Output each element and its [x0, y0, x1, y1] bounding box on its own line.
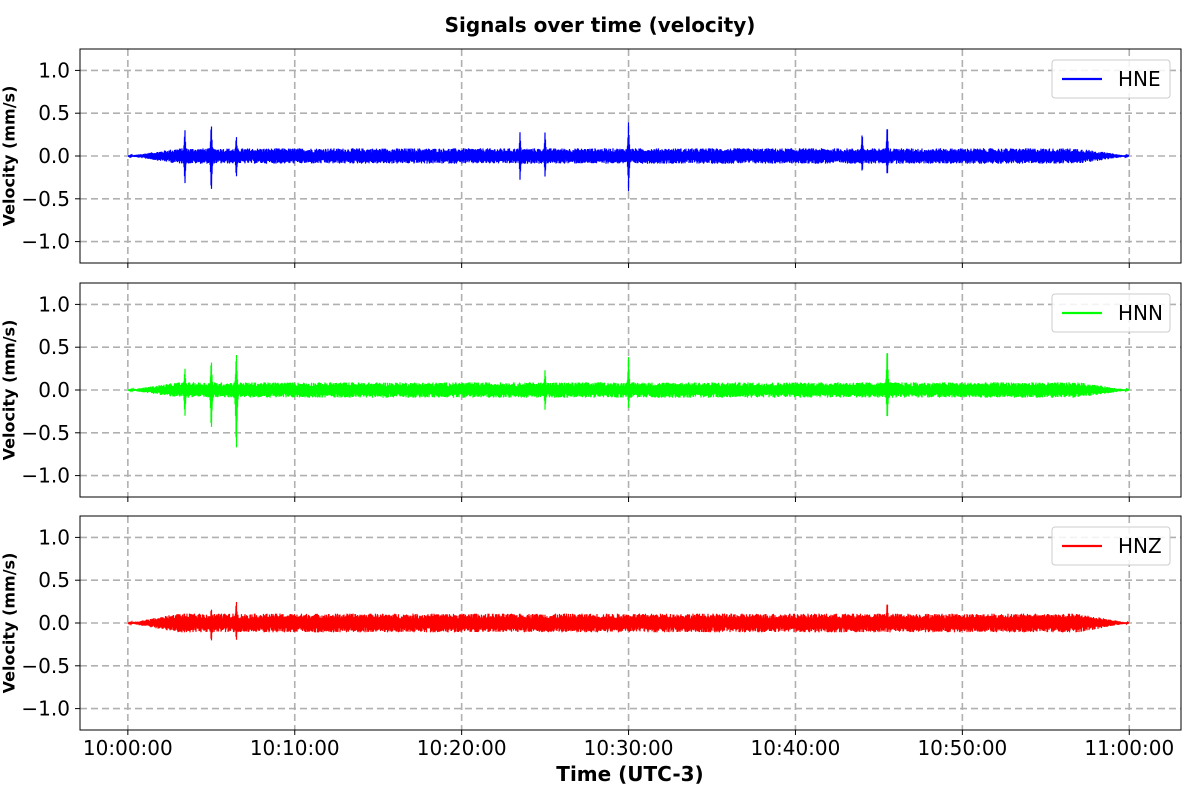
y-axis-label: Velocity (mm/s) [0, 553, 19, 694]
legend-box [1051, 526, 1171, 566]
x-tick-label: 10:50:00 [917, 736, 1007, 760]
y-tick-label: 0.0 [38, 378, 70, 402]
x-tick-label: 10:00:00 [83, 736, 173, 760]
panel-hnz: 1.0 0.5 0.0 −0.5 −1.0 10:00:00 10:10:00 10:20:0… [0, 515, 1182, 760]
series-line-hne [127, 122, 1130, 192]
x-tick-label: 10:20:00 [417, 736, 507, 760]
y-tick-label: −0.5 [21, 654, 70, 678]
x-tick-label: 11:00:00 [1084, 736, 1174, 760]
series-line-hnn [127, 353, 1130, 448]
y-tick-label: −0.5 [21, 187, 70, 211]
legend: HNN [1051, 293, 1171, 333]
y-tick-label: 0.5 [38, 568, 70, 592]
y-tick-label: 0.0 [38, 144, 70, 168]
y-tick-label: 0.5 [38, 335, 70, 359]
x-axis-label: Time (UTC-3) [556, 762, 703, 786]
x-tick-label: 10:10:00 [250, 736, 340, 760]
legend-label: HNE [1118, 67, 1161, 91]
legend: HNE [1051, 59, 1171, 99]
y-axis-label: Velocity (mm/s) [0, 320, 19, 461]
y-tick-label: 1.0 [38, 525, 70, 549]
legend-label: HNZ [1118, 534, 1162, 558]
y-tick-label: −1.0 [21, 230, 70, 254]
x-tick-label: 10:30:00 [584, 736, 674, 760]
y-tick-label: −1.0 [21, 697, 70, 721]
chart-title: Signals over time (velocity) [445, 13, 756, 37]
y-tick-label: 0.5 [38, 101, 70, 125]
y-tick-label: 0.0 [38, 611, 70, 635]
y-tick-label: 1.0 [38, 58, 70, 82]
legend: HNZ [1051, 526, 1171, 566]
y-tick-label: −0.5 [21, 421, 70, 445]
y-tick-label: −1.0 [21, 464, 70, 488]
y-axis-label: Velocity (mm/s) [0, 86, 19, 227]
series-line-hnz [127, 601, 1130, 641]
legend-box [1051, 293, 1171, 333]
x-tick-label: 10:40:00 [751, 736, 841, 760]
legend-box [1051, 59, 1171, 99]
legend-label: HNN [1118, 301, 1163, 325]
y-tick-label: 1.0 [38, 292, 70, 316]
